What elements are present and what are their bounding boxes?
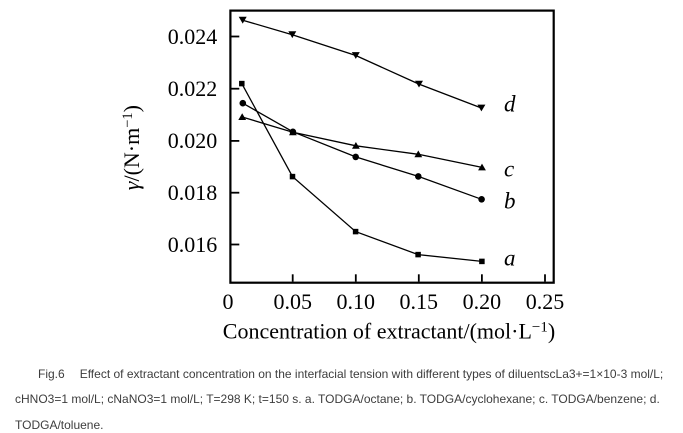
svg-text:0: 0 bbox=[223, 289, 234, 314]
svg-text:Concentration of extractant/(m: Concentration of extractant/(mol·L−1) bbox=[223, 319, 555, 344]
svg-text:0.20: 0.20 bbox=[463, 289, 502, 314]
svg-text:γ/(N·m−1): γ/(N·m−1) bbox=[119, 105, 144, 190]
svg-text:d: d bbox=[504, 92, 516, 117]
svg-text:0.15: 0.15 bbox=[400, 289, 439, 314]
svg-text:0.05: 0.05 bbox=[273, 289, 312, 314]
svg-text:0.018: 0.018 bbox=[168, 180, 218, 205]
svg-text:0.016: 0.016 bbox=[168, 232, 218, 257]
svg-text:b: b bbox=[504, 189, 516, 214]
svg-text:0.10: 0.10 bbox=[337, 289, 376, 314]
svg-text:0.022: 0.022 bbox=[168, 76, 218, 101]
svg-text:c: c bbox=[504, 157, 514, 182]
svg-text:0.25: 0.25 bbox=[526, 289, 565, 314]
svg-text:0.020: 0.020 bbox=[168, 128, 218, 153]
svg-text:a: a bbox=[504, 246, 516, 271]
svg-text:0.024: 0.024 bbox=[168, 24, 218, 49]
